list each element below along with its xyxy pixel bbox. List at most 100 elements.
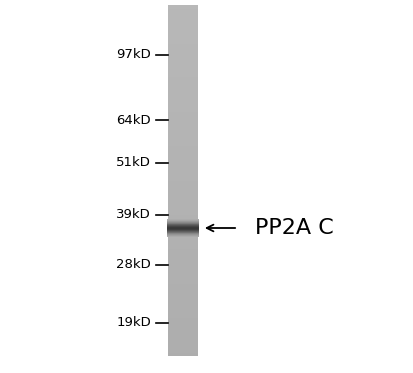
Bar <box>167 227 199 228</box>
Bar <box>168 335 198 337</box>
Bar <box>168 72 198 73</box>
Bar <box>168 162 198 163</box>
Bar <box>167 219 199 220</box>
Bar <box>168 241 198 242</box>
Bar <box>168 62 198 64</box>
Bar <box>168 132 198 134</box>
Bar <box>168 188 198 190</box>
Bar <box>168 55 198 57</box>
Bar <box>167 231 199 232</box>
Bar <box>168 219 198 220</box>
Bar <box>167 223 199 224</box>
Bar <box>168 236 198 238</box>
Bar <box>168 298 198 300</box>
Bar <box>168 174 198 176</box>
Bar <box>167 233 199 234</box>
Bar <box>168 39 198 41</box>
Bar <box>168 352 198 354</box>
Bar <box>168 189 198 191</box>
Bar <box>168 93 198 94</box>
Bar <box>168 271 198 273</box>
Bar <box>168 95 198 97</box>
Bar <box>167 222 199 223</box>
Bar <box>168 267 198 269</box>
Bar <box>167 236 199 237</box>
Bar <box>168 202 198 204</box>
Bar <box>168 217 198 219</box>
Bar <box>168 346 198 347</box>
Bar <box>168 59 198 60</box>
Bar <box>168 83 198 85</box>
Bar <box>168 327 198 329</box>
Bar <box>168 115 198 116</box>
Bar <box>168 231 198 233</box>
Bar <box>168 5 198 7</box>
Bar <box>168 150 198 151</box>
Bar <box>167 226 199 227</box>
Bar <box>168 197 198 199</box>
Bar <box>168 120 198 122</box>
Bar <box>168 305 198 307</box>
Bar <box>168 193 198 194</box>
Bar <box>168 102 198 103</box>
Bar <box>168 61 198 63</box>
Bar <box>168 254 198 255</box>
Bar <box>168 136 198 137</box>
Bar <box>168 65 198 66</box>
Bar <box>168 224 198 226</box>
Bar <box>168 266 198 268</box>
Bar <box>168 235 198 236</box>
Bar <box>167 219 199 220</box>
Bar <box>168 269 198 270</box>
Bar <box>168 180 198 182</box>
Bar <box>168 129 198 130</box>
Bar <box>168 304 198 305</box>
Bar <box>168 109 198 110</box>
Bar <box>168 297 198 298</box>
Bar <box>167 229 199 230</box>
Bar <box>168 41 198 43</box>
Bar <box>168 138 198 140</box>
Bar <box>168 213 198 214</box>
Bar <box>168 147 198 149</box>
Bar <box>168 299 198 301</box>
Bar <box>168 19 198 21</box>
Bar <box>168 348 198 350</box>
Text: 51kD: 51kD <box>116 157 151 169</box>
Bar <box>168 42 198 44</box>
Bar <box>168 256 198 257</box>
Bar <box>168 74 198 75</box>
Bar <box>168 84 198 86</box>
Bar <box>168 238 198 240</box>
Bar <box>167 228 199 229</box>
Bar <box>168 214 198 216</box>
Bar <box>168 221 198 223</box>
Bar <box>168 284 198 285</box>
Bar <box>168 90 198 92</box>
Bar <box>168 101 198 102</box>
Bar <box>168 67 198 69</box>
Bar <box>168 128 198 129</box>
Bar <box>168 164 198 165</box>
Bar <box>168 76 198 78</box>
Bar <box>168 230 198 232</box>
Bar <box>168 75 198 77</box>
Bar <box>168 321 198 323</box>
Bar <box>168 239 198 241</box>
Bar <box>168 285 198 287</box>
Bar <box>168 178 198 179</box>
Bar <box>168 200 198 201</box>
Bar <box>168 208 198 210</box>
Bar <box>168 342 198 344</box>
Bar <box>168 145 198 147</box>
Bar <box>168 31 198 32</box>
Bar <box>168 141 198 143</box>
Bar <box>168 286 198 288</box>
Bar <box>167 231 199 232</box>
Bar <box>168 103 198 105</box>
Bar <box>168 133 198 135</box>
Bar <box>168 91 198 93</box>
Bar <box>168 278 198 280</box>
Bar <box>168 169 198 171</box>
Bar <box>168 53 198 54</box>
